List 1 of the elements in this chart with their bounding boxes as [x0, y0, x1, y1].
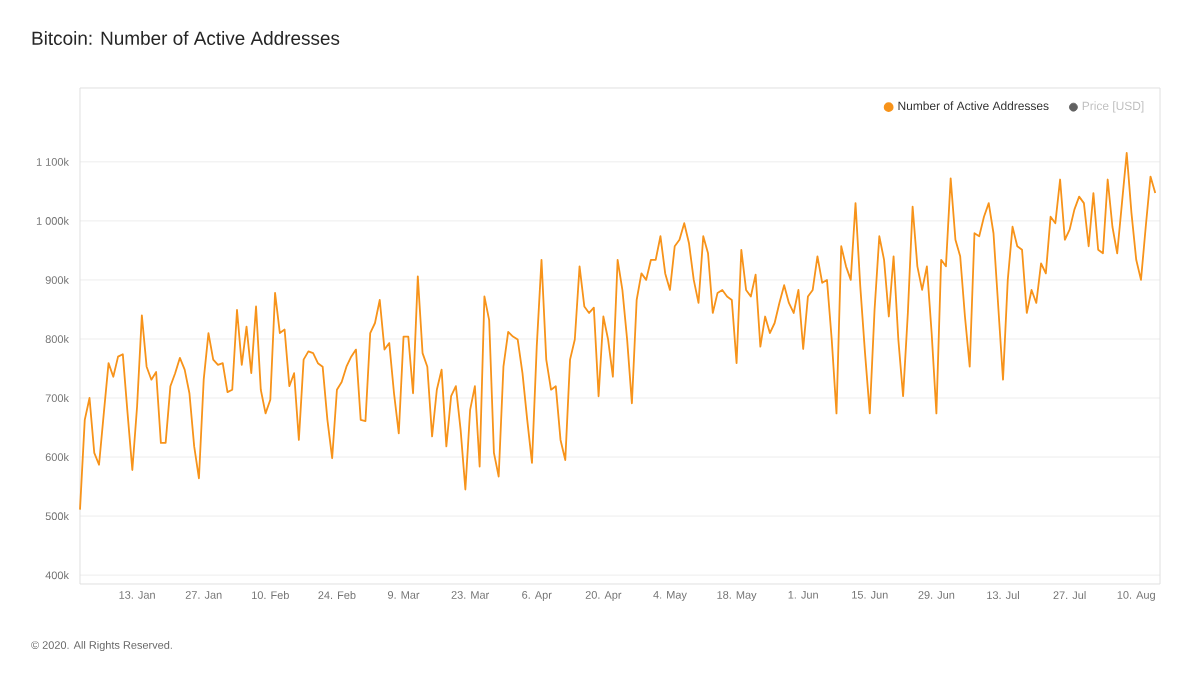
- chart-title: Bitcoin: Number of Active Addresses: [32, 31, 340, 45]
